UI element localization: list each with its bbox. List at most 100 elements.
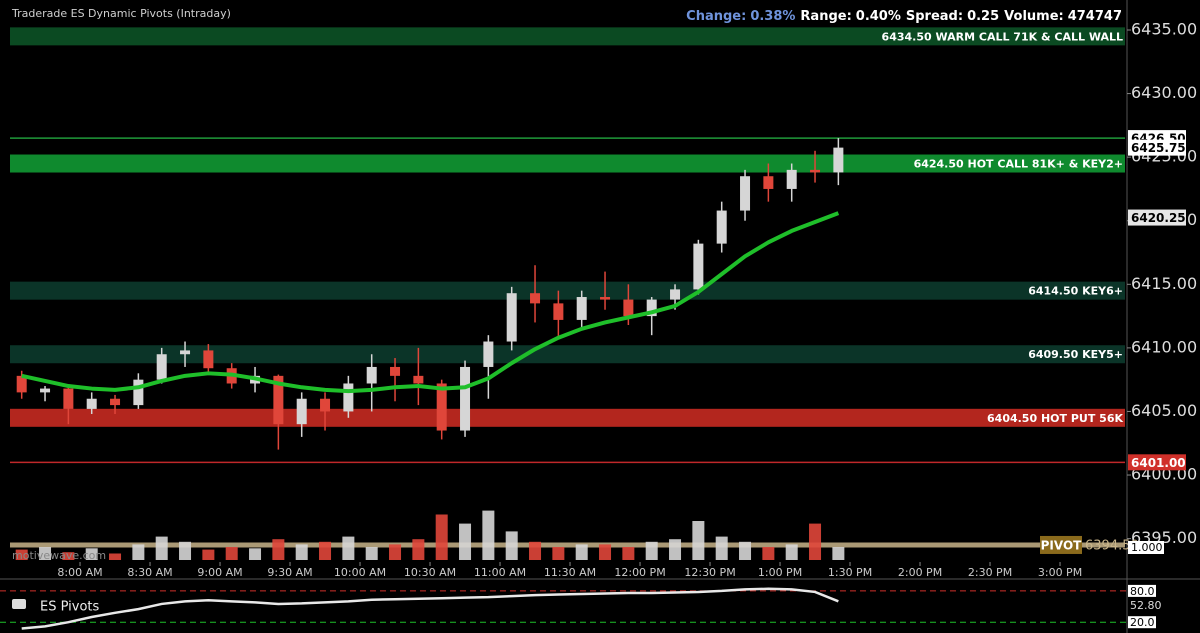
volume-bar [669,539,682,560]
candle-body [413,375,424,384]
volume-bar [482,510,495,560]
candle-body [670,289,681,300]
volume-bar [739,541,752,560]
x-tick-label: 12:00 PM [614,566,665,579]
y-tick-label: 6415.00 [1131,274,1197,293]
stat-value: 474747 [1068,9,1122,24]
stat-value: 0.40% [856,9,901,24]
stat-label: Range: [800,9,851,24]
volume-bar [85,548,98,560]
price-flag-label: 6401.00 [1131,456,1186,470]
candle-body [436,383,447,431]
candle-body [63,388,74,409]
pivot-flag [1040,535,1082,554]
volume-bar [62,552,75,560]
oscillator-level-label: 20.0 [1130,616,1155,629]
volume-bar [809,523,822,560]
volume-bar [272,539,285,560]
stat-label: Change: [686,9,746,24]
x-tick-label: 8:30 AM [127,566,172,579]
volume-bar [599,544,612,560]
watermark: motivewave.com [12,549,106,562]
candle-body [810,169,821,173]
volume-bar [389,544,402,560]
volume-bar [155,536,168,560]
x-tick-label: 12:30 PM [684,566,735,579]
pivot-name: PIVOT [1041,538,1083,552]
pivot-label: 6394.50 [1085,538,1139,553]
candle-body [693,243,704,290]
volume-bar [459,523,472,560]
candle-body [833,147,844,173]
candle-body [86,398,97,409]
volume-bar [575,544,588,560]
volume-bar [692,521,705,560]
x-tick-label: 11:30 AM [544,566,596,579]
y-tick-label: 6435.00 [1131,20,1197,39]
candle-body [133,379,144,406]
candle-body [600,297,611,300]
x-tick-label: 2:30 PM [968,566,1012,579]
volume-bar [225,547,238,560]
volume-bar [109,553,122,560]
volume-bar [529,541,542,560]
oscillator-flag [1128,616,1156,629]
candle-body [460,366,471,431]
volume-flag [1128,541,1164,554]
x-tick-label: 1:30 PM [828,566,872,579]
volume-label: 1.000 [1131,541,1163,554]
price-flag [1128,139,1186,156]
x-tick-label: 10:00 AM [334,566,386,579]
volume-bar [622,547,635,560]
candle-body [530,293,541,304]
price-flag [1128,209,1186,226]
y-tick-label: 6410.00 [1131,337,1197,356]
candle-body [740,176,751,211]
candle-body [763,176,774,189]
oscillator-line [21,587,839,630]
volume-bar [295,544,308,560]
stat-label: Spread: [906,9,963,24]
zone-band [10,154,1125,173]
candle-body [390,366,401,376]
candle-body [273,375,284,425]
y-tick-label: 6430.00 [1131,83,1197,102]
volume-bar [762,547,775,560]
candle-body [40,388,51,393]
candle-body [343,383,354,412]
chart-title: Traderade ES Dynamic Pivots (Intraday) [11,7,231,20]
candle-body [506,293,517,342]
x-tick-label: 11:00 AM [474,566,526,579]
candle-body [483,341,494,367]
x-tick-label: 1:00 PM [758,566,802,579]
x-tick-label: 8:00 AM [57,566,102,579]
y-tick-label: 6405.00 [1131,401,1197,420]
candle-body [646,299,657,317]
candle-body [786,169,797,189]
volume-bar [412,539,425,560]
x-tick-label: 3:00 PM [1038,566,1082,579]
volume-bar [132,544,145,560]
volume-bar [202,549,215,560]
stat-value: 0.38% [750,9,795,24]
zone-label: 6409.50 KEY5+ [1028,348,1123,361]
price-flag [1128,454,1186,471]
candle-body [576,297,587,320]
candle-body [366,366,377,384]
candle-body [296,398,307,425]
candle-body [716,210,727,244]
stats: Change: 0.38% Range: 0.40% Spread: 0.25 Volume… [686,9,1122,24]
price-flag-label: 6425.75 [1131,141,1186,155]
zone-label: 6434.50 WARM CALL 71K & CALL WALL [882,30,1123,43]
volume-bar [435,514,448,560]
zone-band [10,281,1125,300]
zone-band [10,27,1125,46]
oscillator-name: ES Pivots [40,600,100,615]
oscillator-level-label: 80.0 [1130,585,1155,598]
moving-average [21,211,840,394]
oscillator-flag [1128,584,1156,597]
zone-label: 6424.50 HOT CALL 81K+ & KEY2+ [914,158,1123,171]
volume-bar [39,547,52,560]
